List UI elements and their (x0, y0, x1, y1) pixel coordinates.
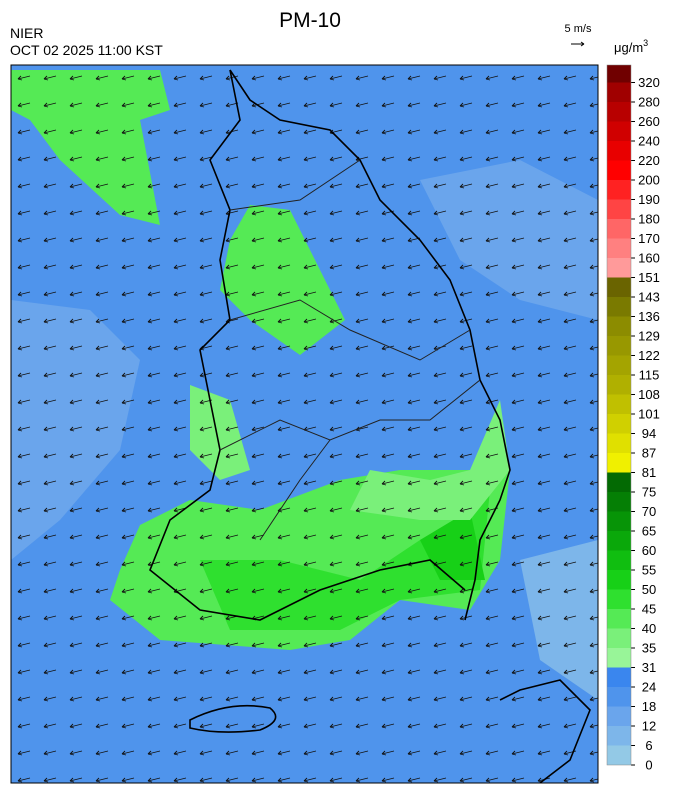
colorbar-label: 136 (638, 309, 660, 324)
colorbar-label: 40 (642, 621, 656, 636)
colorbar-label: 108 (638, 387, 660, 402)
colorbar-segment (607, 297, 631, 317)
colorbar-segment (607, 667, 631, 687)
colorbar-segment (607, 414, 631, 434)
colorbar-label: 143 (638, 290, 660, 305)
coastline (149, 69, 591, 783)
colorbar-label: 75 (642, 485, 656, 500)
colorbar-segment (607, 277, 631, 297)
colorbar-label: 190 (638, 192, 660, 207)
colorbar-label: 50 (642, 582, 656, 597)
colorbar-label: 200 (638, 173, 660, 188)
colorbar-label: 18 (642, 699, 656, 714)
map (11, 65, 598, 783)
colorbar-segment (607, 316, 631, 336)
colorbar-label: 122 (638, 348, 660, 363)
colorbar-label: 55 (642, 563, 656, 578)
colorbar-label: 280 (638, 95, 660, 110)
colorbar-segment (607, 648, 631, 668)
colorbar-segment (607, 219, 631, 239)
colorbar-label: 12 (642, 719, 656, 734)
timestamp: OCT 02 2025 11:00 KST (10, 42, 163, 58)
colorbar-segment (607, 258, 631, 278)
colorbar-segment (607, 706, 631, 726)
colorbar-segment (607, 511, 631, 531)
colorbar-segment (607, 531, 631, 551)
colorbar-label: 81 (642, 465, 656, 480)
colorbar-label: 45 (642, 602, 656, 617)
colorbar-label: 320 (638, 75, 660, 90)
colorbar-segment (607, 472, 631, 492)
colorbar-segment (607, 238, 631, 258)
colorbar-label: 94 (642, 426, 656, 441)
agency: NIER (10, 25, 43, 41)
colorbar-label: 160 (638, 251, 660, 266)
colorbar-label: 101 (638, 407, 660, 422)
wind-reference-arrow (571, 41, 585, 47)
colorbar-segment (607, 453, 631, 473)
colorbar-segment (607, 180, 631, 200)
colorbar-segment (607, 550, 631, 570)
colorbar-segment (607, 82, 631, 102)
colorbar-label: 24 (642, 680, 656, 695)
colorbar-segment (607, 628, 631, 648)
colorbar-segment (607, 199, 631, 219)
colorbar-label: 0 (645, 758, 652, 773)
colorbar-segment (607, 570, 631, 590)
province-borders (219, 159, 481, 541)
colorbar-segment (607, 141, 631, 161)
colorbar-segment (607, 726, 631, 746)
title: PM-10 (279, 9, 341, 32)
colorbar-label: 220 (638, 153, 660, 168)
colorbar: 0 6 12 18 24 31 35 40 45 50 55 60 65 70 75 81 87 94 101 108… (606, 64, 660, 773)
colorbar-label: 65 (642, 524, 656, 539)
colorbar-segment (607, 160, 631, 180)
colorbar-segment (607, 65, 631, 83)
colorbar-segment (607, 102, 631, 122)
colorbar-segment (607, 492, 631, 512)
colorbar-segment (607, 687, 631, 707)
colorbar-segment (607, 121, 631, 141)
unit-base: μg/m (614, 40, 643, 55)
colorbar-label: 6 (645, 738, 652, 753)
colorbar-label: 170 (638, 231, 660, 246)
colorbar-label: 129 (638, 329, 660, 344)
unit-sup: 3 (643, 38, 648, 48)
unit: μg/m3 (614, 38, 648, 55)
wind-reference: 5 m/s (565, 23, 592, 35)
colorbar-segment (607, 336, 631, 356)
map-frame (10, 64, 599, 784)
colorbar-segment (607, 433, 631, 453)
colorbar-label: 260 (638, 114, 660, 129)
colorbar-label: 240 (638, 134, 660, 149)
colorbar-label: 35 (642, 641, 656, 656)
colorbar-label: 151 (638, 270, 660, 285)
colorbar-label: 115 (639, 368, 660, 383)
colorbar-label: 180 (638, 212, 660, 227)
colorbar-label: 60 (642, 543, 656, 558)
colorbar-segment (607, 745, 631, 765)
colorbar-label: 31 (642, 660, 656, 675)
colorbar-segment (607, 589, 631, 609)
colorbar-segment (607, 375, 631, 395)
colorbar-segment (607, 394, 631, 414)
colorbar-segment (607, 609, 631, 629)
colorbar-label: 70 (642, 504, 656, 519)
colorbar-label: 87 (642, 446, 656, 461)
colorbar-segment (607, 355, 631, 375)
colorbar-frame (606, 64, 632, 766)
